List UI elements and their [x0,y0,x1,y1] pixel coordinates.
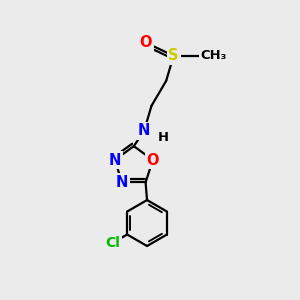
Text: N: N [138,123,150,138]
Text: CH₃: CH₃ [200,49,226,62]
Text: H: H [158,131,169,144]
Text: Cl: Cl [106,236,121,250]
Text: N: N [109,152,121,167]
Text: N: N [116,175,128,190]
Text: O: O [139,35,152,50]
Text: O: O [147,152,159,167]
Text: S: S [168,48,179,63]
